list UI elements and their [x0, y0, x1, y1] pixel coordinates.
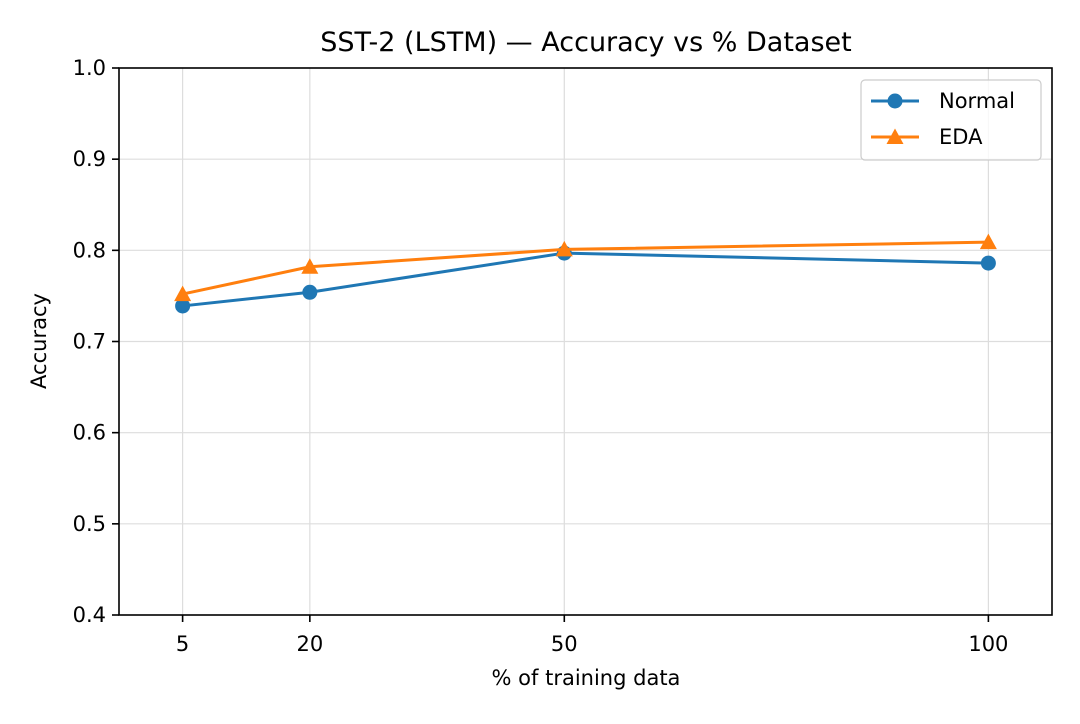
- series-layer: [174, 233, 997, 314]
- data-point-normal: [175, 298, 191, 314]
- legend: Normal EDA: [860, 79, 1042, 161]
- data-point-eda: [555, 240, 573, 257]
- legend-label-normal: Normal: [939, 89, 1015, 113]
- chart-title: SST-2 (LSTM) — Accuracy vs % Dataset: [320, 27, 851, 58]
- series-line-eda: [181, 240, 990, 296]
- series-normal: [175, 245, 996, 314]
- x-axis-label: % of training data: [492, 666, 681, 690]
- data-point-normal: [980, 255, 996, 271]
- data-point-eda: [174, 285, 192, 302]
- x-tick-label: 20: [296, 632, 323, 656]
- data-point-normal: [302, 284, 318, 300]
- y-tick-label: 0.6: [73, 421, 106, 445]
- legend-marker-eda: [886, 128, 904, 144]
- x-tick-label: 50: [551, 632, 578, 656]
- legend-label-eda: EDA: [939, 125, 983, 149]
- y-axis-label: Accuracy: [27, 293, 51, 389]
- y-tick-label: 1.0: [73, 56, 106, 80]
- legend-marker-normal: [887, 93, 903, 109]
- series-line-normal: [181, 251, 990, 308]
- data-point-eda: [979, 233, 997, 250]
- x-tick-label: 100: [968, 632, 1008, 656]
- x-tick-label: 5: [176, 632, 189, 656]
- y-tick-label: 0.7: [73, 330, 106, 354]
- series-eda: [174, 233, 997, 302]
- y-tick-label: 0.9: [73, 147, 106, 171]
- y-tick-label: 0.8: [73, 238, 106, 262]
- axis-ticks: 5 20 50 100 0.4 0.5 0.6 0.7 0.8 0.9 1.0: [73, 56, 1009, 656]
- data-point-eda: [301, 258, 319, 274]
- y-tick-label: 0.5: [73, 512, 106, 536]
- y-tick-label: 0.4: [73, 603, 106, 627]
